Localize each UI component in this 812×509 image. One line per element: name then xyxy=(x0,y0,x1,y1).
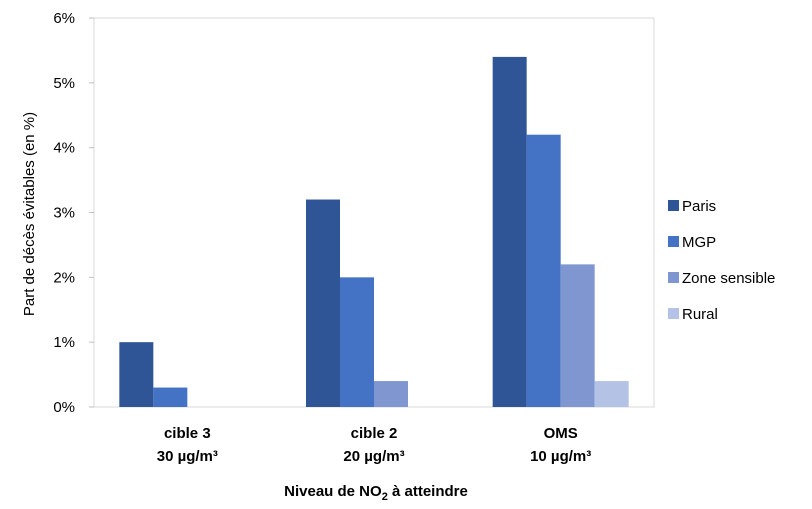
legend: Paris MGP Zone sensible Rural xyxy=(668,198,775,323)
y-tick-label: 1% xyxy=(53,334,75,351)
legend-swatch xyxy=(668,308,679,319)
y-axis-title: Part de décès évitables (en %) xyxy=(21,112,38,316)
bar-mgp xyxy=(340,277,374,407)
legend-label: Rural xyxy=(682,306,718,323)
x-category-label: OMS xyxy=(544,425,578,442)
bar-rural xyxy=(594,381,629,407)
x-category-sublabel: 20 µg/m³ xyxy=(343,448,404,465)
y-tick-label: 6% xyxy=(53,10,75,27)
x-axis-title-rest: à atteindre xyxy=(388,483,468,500)
bar-mgp xyxy=(153,387,188,407)
x-axis-title-subscript: 2 xyxy=(382,491,388,503)
bar-zone-sensible xyxy=(374,381,408,407)
legend-swatch xyxy=(668,272,679,283)
y-tick-label: 2% xyxy=(53,269,75,286)
y-tick-label: 0% xyxy=(53,399,75,416)
x-category-label: cible 2 xyxy=(351,425,398,442)
x-axis-title: Niveau de NO2 à atteindre xyxy=(284,483,468,503)
bar-paris xyxy=(492,56,527,408)
y-tick-label: 4% xyxy=(53,140,75,157)
x-category-sublabel: 10 µg/m³ xyxy=(530,448,591,465)
y-axis: 0% 1% 2% 3% 4% 5% 6% xyxy=(53,10,94,416)
legend-label: MGP xyxy=(682,234,716,251)
y-tick-label: 5% xyxy=(53,75,75,92)
x-category-label: cible 3 xyxy=(164,425,211,442)
legend-label: Zone sensible xyxy=(682,270,775,287)
bar-paris xyxy=(119,342,154,407)
legend-label: Paris xyxy=(682,198,716,215)
x-axis: cible 3 30 µg/m³ cible 2 20 µg/m³ OMS 10 µg/m… xyxy=(157,425,592,465)
legend-swatch xyxy=(668,200,679,211)
bar-mgp xyxy=(526,134,561,407)
legend-swatch xyxy=(668,236,679,247)
x-category-sublabel: 30 µg/m³ xyxy=(157,448,218,465)
y-tick-label: 3% xyxy=(53,205,75,222)
bar-paris xyxy=(306,199,340,407)
bar-zone-sensible xyxy=(560,264,595,407)
x-axis-title-main: Niveau de NO xyxy=(284,483,382,500)
plot-area xyxy=(93,17,655,408)
